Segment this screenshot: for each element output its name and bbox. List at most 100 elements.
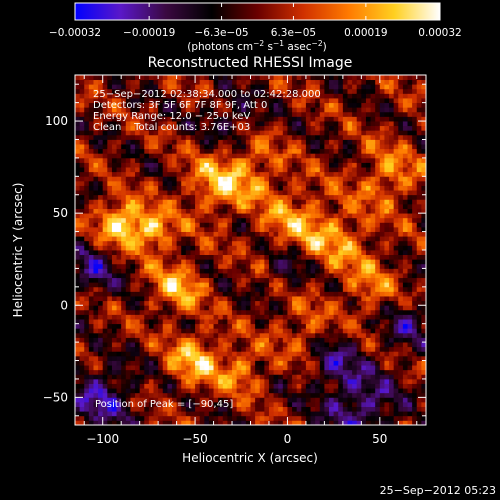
heatmap-cell [88, 254, 94, 260]
heatmap-cell [296, 125, 302, 131]
heatmap-cell [241, 139, 247, 145]
heatmap-cell [185, 93, 191, 99]
heatmap-cell [107, 190, 113, 196]
heatmap-cell [148, 406, 154, 412]
heatmap-cell [181, 167, 187, 173]
heatmap-cell [181, 332, 187, 338]
heatmap-cell [338, 162, 344, 168]
heatmap-cell [199, 236, 205, 242]
heatmap-cell [199, 323, 205, 329]
heatmap-cell [245, 337, 251, 343]
heatmap-cell [273, 203, 279, 209]
heatmap-cell [185, 296, 191, 302]
heatmap-cell [361, 190, 367, 196]
heatmap-cell [305, 388, 311, 394]
heatmap-cell [204, 277, 210, 283]
heatmap-cell [365, 365, 371, 371]
heatmap-cell [176, 231, 182, 237]
heatmap-cell [208, 309, 214, 315]
heatmap-cell [111, 411, 117, 417]
heatmap-cell [356, 125, 362, 131]
heatmap-cell [232, 360, 238, 366]
heatmap-cell [338, 346, 344, 352]
heatmap-cell [268, 342, 274, 348]
heatmap-cell [171, 319, 178, 325]
heatmap-cell [352, 378, 358, 384]
heatmap-cell [158, 337, 164, 343]
heatmap-cell [144, 167, 150, 173]
heatmap-cell [102, 245, 108, 251]
heatmap-cell [305, 319, 311, 325]
heatmap-cell [264, 144, 270, 150]
heatmap-cell [352, 282, 358, 288]
heatmap-cell [232, 144, 238, 150]
heatmap-cell [75, 388, 81, 394]
heatmap-cell [199, 162, 205, 168]
heatmap-cell [227, 180, 233, 186]
heatmap-cell [75, 323, 81, 329]
heatmap-cell [301, 259, 307, 265]
heatmap-cell [88, 171, 94, 177]
heatmap-cell [370, 180, 376, 186]
heatmap-cell [259, 111, 265, 117]
heatmap-cell [241, 332, 247, 338]
heatmap-cell [218, 328, 224, 334]
heatmap-cell [264, 121, 270, 127]
heatmap-cell [181, 93, 187, 99]
heatmap-cell [329, 309, 335, 315]
heatmap-cell [162, 415, 168, 421]
heatmap-cell [324, 346, 330, 352]
heatmap-cell [148, 277, 154, 283]
heatmap-cell [236, 217, 242, 223]
heatmap-cell [181, 319, 187, 325]
heatmap-cell [158, 180, 164, 186]
heatmap-cell [144, 355, 150, 361]
heatmap-cell [93, 153, 99, 159]
heatmap-cell [125, 245, 131, 251]
heatmap-cell [296, 411, 302, 417]
heatmap-cell [236, 190, 242, 196]
heatmap-cell [264, 277, 270, 283]
heatmap-cell [204, 153, 210, 159]
heatmap-cell [111, 401, 117, 407]
heatmap-cell [84, 323, 90, 329]
heatmap-cell [185, 240, 191, 246]
heatmap-cell [125, 411, 131, 417]
heatmap-cell [329, 411, 335, 417]
heatmap-cell [301, 217, 307, 223]
heatmap-cell [370, 282, 376, 288]
heatmap-cell [296, 415, 302, 421]
heatmap-cell [208, 190, 214, 196]
heatmap-cell [305, 93, 311, 99]
heatmap-cell [370, 342, 376, 348]
heatmap-cell [319, 323, 325, 329]
heatmap-cell [259, 291, 265, 297]
heatmap-cell [255, 305, 261, 311]
heatmap-cell [227, 286, 233, 292]
heatmap-cell [245, 388, 251, 394]
heatmap-cell [125, 291, 131, 297]
heatmap-cell [352, 148, 358, 154]
heatmap-cell [333, 420, 339, 426]
heatmap-cell [116, 286, 122, 292]
heatmap-cell [213, 236, 219, 242]
heatmap-cell [287, 88, 293, 94]
heatmap-cell [370, 305, 376, 311]
heatmap-cell [241, 351, 247, 357]
heatmap-cell [329, 171, 335, 177]
heatmap-cell [361, 415, 367, 421]
heatmap-cell [181, 263, 187, 269]
heatmap-cell [356, 111, 362, 117]
heatmap-cell [158, 102, 164, 108]
heatmap-cell [245, 268, 251, 274]
heatmap-cell [176, 107, 182, 113]
heatmap-cell [116, 102, 122, 108]
heatmap-cell [241, 360, 247, 366]
heatmap-cell [111, 157, 117, 163]
heatmap-cell [153, 102, 159, 108]
heatmap-cell [102, 203, 108, 209]
heatmap-cell [338, 263, 344, 269]
heatmap-cell [232, 116, 238, 122]
heatmap-cell [268, 144, 274, 150]
heatmap-cell [107, 360, 113, 366]
